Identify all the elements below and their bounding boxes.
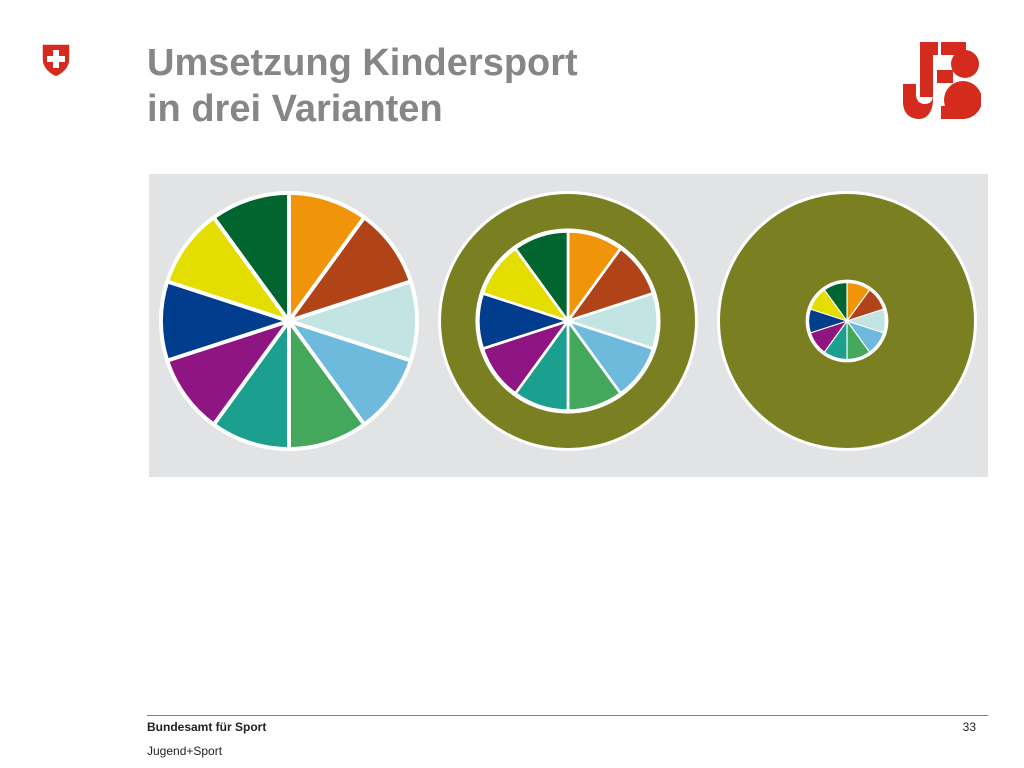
footer-divider: [147, 715, 988, 716]
footer-organization: Bundesamt für Sport: [147, 720, 267, 734]
slide-title: Umsetzung Kindersport in drei Varianten: [147, 40, 578, 132]
wheel-segment: [211, 191, 291, 323]
jugend-sport-logo: [903, 42, 982, 120]
variants-wheels: [159, 191, 977, 451]
wheel-segment: [823, 282, 848, 322]
variant-3: [717, 191, 977, 451]
title-line-2: in drei Varianten: [147, 88, 443, 130]
page-number: 33: [962, 720, 976, 734]
title-line-1: Umsetzung Kindersport: [147, 42, 578, 84]
variant-2: [438, 191, 698, 451]
variants-figure: [149, 174, 988, 477]
footer-program: Jugend+Sport: [147, 744, 223, 758]
swiss-shield-logo: [40, 42, 72, 78]
variant-1: [159, 191, 419, 451]
wheel-segment: [513, 230, 570, 323]
